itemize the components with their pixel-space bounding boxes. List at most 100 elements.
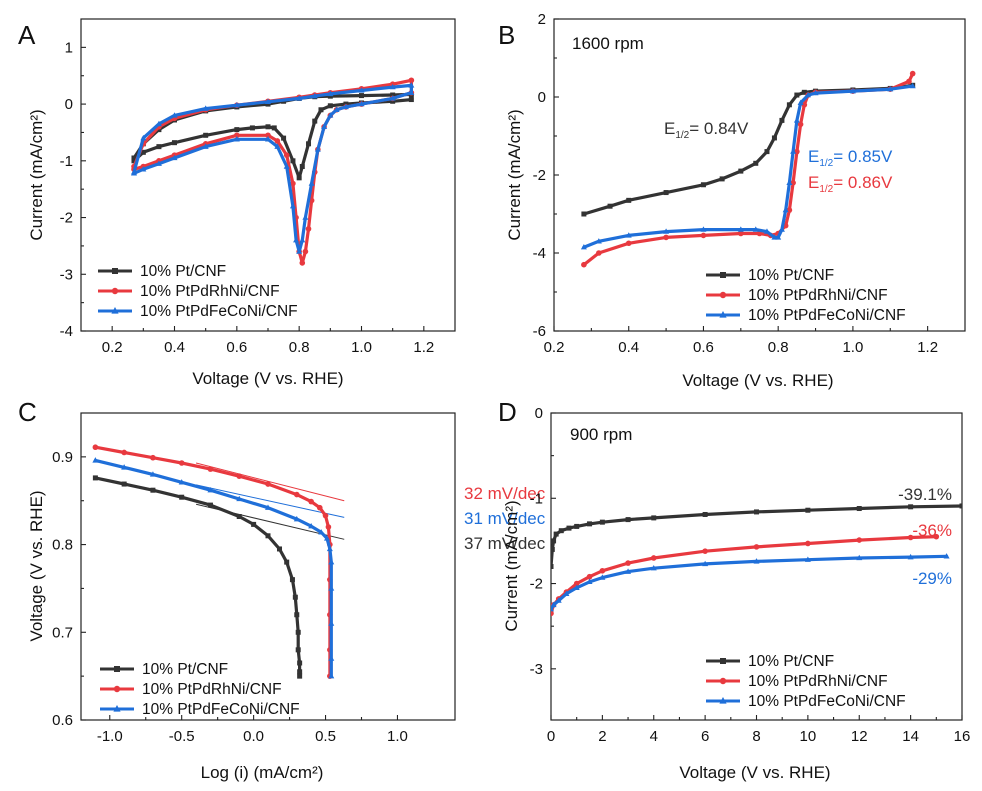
annotation: E1/2= 0.85V: [808, 147, 893, 169]
data-point: [149, 471, 156, 477]
data-point: [296, 248, 303, 254]
data-point: [801, 89, 807, 95]
data-point: [289, 203, 296, 209]
y-tick-label: 0.7: [52, 624, 73, 641]
data-point: [907, 553, 914, 560]
panel-d: D Current (mA/cm²) Voltage (V vs. RHE) 9…: [498, 397, 970, 782]
panel-label-c: C: [18, 397, 37, 427]
data-point: [328, 620, 335, 626]
data-point: [909, 70, 916, 77]
y-tick-label: 0.9: [52, 449, 73, 466]
data-point: [121, 481, 127, 487]
legend-label: 10% PtPdRhNi/CNF: [140, 283, 280, 300]
plot-frame: [80, 412, 456, 721]
x-tick-label: 0.5: [315, 728, 336, 745]
data-point: [297, 660, 303, 666]
series-fe: [130, 82, 415, 254]
x-tick-label: 1.0: [387, 728, 408, 745]
data-point: [271, 125, 277, 131]
data-point: [625, 560, 631, 566]
data-point: [321, 123, 328, 129]
data-point: [305, 226, 312, 232]
legend-marker: [113, 705, 121, 712]
data-point: [178, 479, 185, 485]
data-point: [771, 135, 777, 141]
x-tick-label: 1.0: [351, 339, 372, 356]
y-tick-label: 1: [65, 39, 73, 56]
data-point: [797, 121, 804, 128]
data-point: [311, 92, 318, 99]
data-point: [274, 138, 281, 144]
data-point: [551, 605, 554, 612]
legend-marker: [720, 272, 726, 278]
data-point: [333, 106, 340, 112]
data-point: [150, 487, 156, 493]
panel-a: A Current (mA/cm²) Voltage (V vs. RHE) 0…: [18, 18, 456, 388]
panel-c-y-axis-label: Voltage (V vs. RHE): [27, 490, 46, 641]
data-point: [573, 584, 580, 591]
data-point: [299, 260, 306, 266]
data-point: [328, 655, 335, 661]
data-point: [358, 87, 365, 93]
data-point: [805, 507, 811, 513]
x-tick-label: 1.2: [413, 339, 434, 356]
data-point: [574, 523, 580, 529]
annotation: -29%: [912, 569, 952, 588]
data-point: [700, 226, 707, 232]
data-point: [580, 243, 587, 250]
x-tick-label: 0.4: [164, 339, 185, 356]
data-point: [265, 533, 271, 539]
data-point: [299, 163, 305, 169]
x-tick-label: 0.0: [243, 728, 264, 745]
data-point: [786, 179, 793, 185]
data-point: [719, 176, 725, 182]
data-point: [150, 454, 156, 461]
series-rh: [581, 70, 916, 268]
x-tick-label: 0.8: [768, 339, 789, 356]
data-point: [551, 538, 557, 544]
data-point: [342, 103, 349, 110]
legend-marker: [719, 311, 727, 318]
x-tick-label: 16: [954, 728, 971, 745]
data-point: [265, 101, 271, 107]
data-point: [318, 529, 325, 535]
series-fe: [580, 82, 916, 250]
data-point: [408, 89, 415, 95]
legend-label: 10% Pt/CNF: [142, 661, 228, 678]
legend-label: 10% PtPdFeCoNi/CNF: [748, 307, 906, 324]
y-tick-label: -4: [533, 245, 546, 262]
data-point: [277, 546, 283, 552]
data-point: [753, 558, 760, 564]
x-tick-label: 0.8: [289, 339, 310, 356]
data-point: [702, 548, 708, 554]
panel-c: C Voltage (V vs. RHE) Log (i) (mA/cm²) -…: [18, 397, 546, 782]
series-pt: [551, 503, 962, 569]
x-tick-label: 6: [701, 728, 709, 745]
data-point: [328, 558, 335, 565]
data-point: [265, 504, 271, 510]
x-tick-label: 12: [851, 728, 868, 745]
tafel-fit-line: [195, 484, 345, 518]
data-point: [156, 144, 162, 150]
x-tick-label: -0.5: [169, 728, 195, 745]
data-point: [327, 103, 333, 109]
annotation-rest: = 0.84V: [689, 119, 749, 138]
y-tick-label: -2: [533, 167, 546, 184]
legend-marker: [719, 291, 727, 299]
data-point: [292, 594, 298, 600]
data-point: [322, 512, 329, 519]
data-point: [130, 170, 137, 176]
data-point: [907, 534, 914, 541]
data-point: [178, 460, 185, 466]
data-point: [906, 78, 912, 85]
data-point: [284, 559, 290, 565]
data-point: [752, 226, 759, 232]
y-tick-label: 0.8: [52, 537, 73, 554]
y-tick-label: 0: [65, 96, 73, 113]
data-point: [856, 537, 863, 543]
legend-marker: [719, 697, 727, 704]
data-point: [663, 234, 669, 241]
data-point: [327, 90, 334, 97]
data-point: [599, 519, 605, 525]
series-line: [132, 92, 413, 180]
